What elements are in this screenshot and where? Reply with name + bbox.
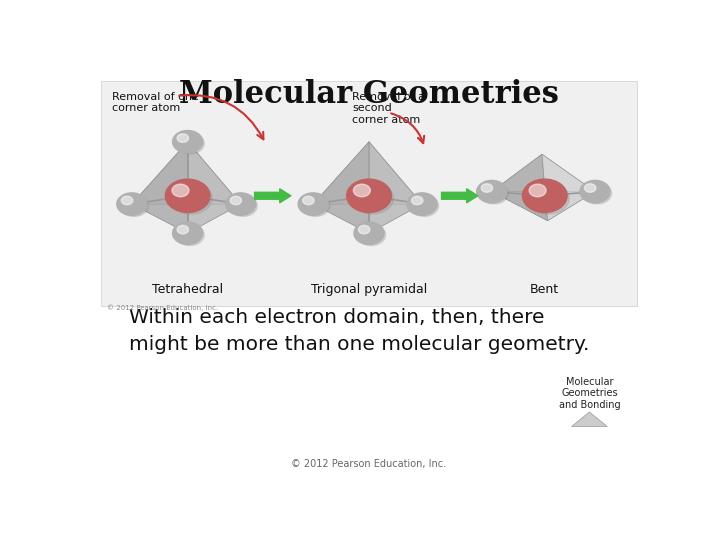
Circle shape <box>176 133 204 154</box>
Circle shape <box>481 184 492 192</box>
Circle shape <box>580 180 610 203</box>
Polygon shape <box>542 154 595 221</box>
Circle shape <box>230 196 242 205</box>
FancyArrowPatch shape <box>391 113 424 143</box>
Circle shape <box>583 183 611 204</box>
Circle shape <box>347 179 392 212</box>
Text: Molecular
Geometries
and Bonding: Molecular Geometries and Bonding <box>559 377 620 410</box>
Circle shape <box>529 184 546 197</box>
Circle shape <box>302 196 314 205</box>
Circle shape <box>351 183 394 214</box>
Circle shape <box>354 184 370 197</box>
Circle shape <box>170 183 212 214</box>
Circle shape <box>410 195 438 217</box>
Circle shape <box>298 193 328 215</box>
Polygon shape <box>132 141 240 204</box>
Text: Tetrahedral: Tetrahedral <box>152 282 223 295</box>
Text: Removal of one
corner atom: Removal of one corner atom <box>112 92 199 113</box>
Text: © 2012 Pearson Education, Inc.: © 2012 Pearson Education, Inc. <box>107 304 218 310</box>
Polygon shape <box>188 141 240 233</box>
Polygon shape <box>132 204 240 233</box>
FancyBboxPatch shape <box>101 82 637 306</box>
Circle shape <box>121 196 132 205</box>
Circle shape <box>173 222 203 245</box>
Polygon shape <box>313 141 369 233</box>
Text: Molecular Geometries: Molecular Geometries <box>179 79 559 110</box>
Polygon shape <box>492 192 595 221</box>
Polygon shape <box>572 412 607 427</box>
Circle shape <box>173 131 203 153</box>
FancyArrowPatch shape <box>255 189 291 202</box>
Polygon shape <box>369 141 422 233</box>
FancyArrowPatch shape <box>179 95 264 139</box>
Circle shape <box>301 195 330 217</box>
Circle shape <box>225 193 256 215</box>
Text: Removal of a
second
corner atom: Removal of a second corner atom <box>352 92 426 125</box>
Circle shape <box>585 184 596 192</box>
Polygon shape <box>492 154 547 221</box>
Circle shape <box>411 196 423 205</box>
Text: Bent: Bent <box>530 282 559 295</box>
Circle shape <box>120 195 148 217</box>
Circle shape <box>166 179 210 212</box>
Polygon shape <box>313 204 422 233</box>
Circle shape <box>354 222 384 245</box>
Circle shape <box>527 183 570 214</box>
FancyArrowPatch shape <box>441 189 478 202</box>
Polygon shape <box>492 154 595 192</box>
Text: Trigonal pyramidal: Trigonal pyramidal <box>311 282 427 295</box>
Circle shape <box>407 193 437 215</box>
Circle shape <box>229 195 257 217</box>
Circle shape <box>176 224 204 246</box>
Circle shape <box>359 225 370 234</box>
Polygon shape <box>313 141 422 204</box>
Text: Within each electron domain, then, there
might be more than one molecular geomet: Within each electron domain, then, there… <box>129 308 590 354</box>
Polygon shape <box>132 141 188 233</box>
Circle shape <box>177 134 189 143</box>
Circle shape <box>357 224 386 246</box>
Circle shape <box>172 184 189 197</box>
Text: © 2012 Pearson Education, Inc.: © 2012 Pearson Education, Inc. <box>292 459 446 469</box>
Circle shape <box>480 183 508 204</box>
Circle shape <box>117 193 147 215</box>
Circle shape <box>523 179 567 212</box>
Circle shape <box>177 225 189 234</box>
Circle shape <box>477 180 507 203</box>
